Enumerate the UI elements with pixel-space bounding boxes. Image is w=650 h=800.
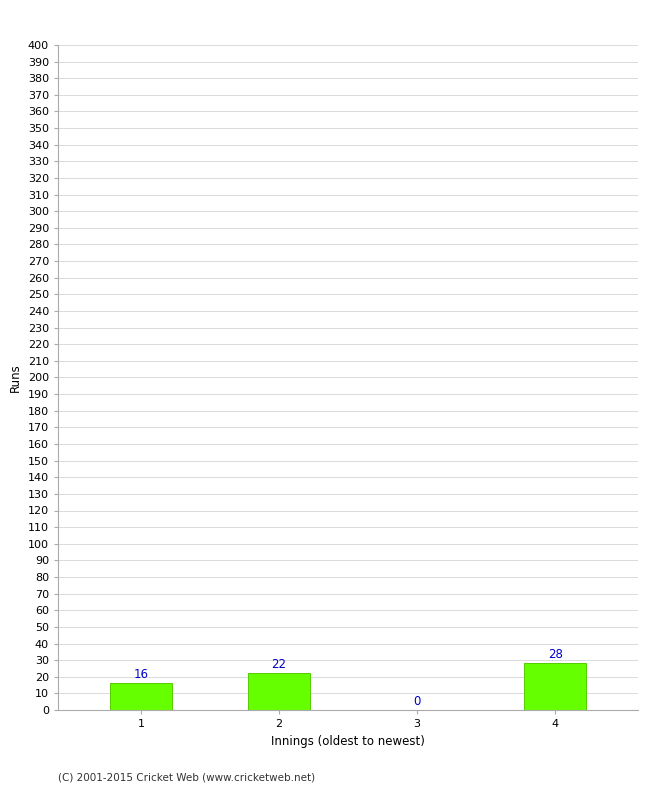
Text: (C) 2001-2015 Cricket Web (www.cricketweb.net): (C) 2001-2015 Cricket Web (www.cricketwe…: [58, 772, 315, 782]
Text: 28: 28: [548, 648, 563, 661]
Text: 16: 16: [133, 668, 148, 681]
Bar: [110, 683, 172, 710]
Text: 0: 0: [413, 694, 421, 707]
X-axis label: Innings (oldest to newest): Innings (oldest to newest): [271, 734, 425, 747]
Y-axis label: Runs: Runs: [9, 363, 22, 392]
Bar: [524, 663, 586, 710]
Text: 22: 22: [272, 658, 287, 671]
Bar: [248, 674, 310, 710]
